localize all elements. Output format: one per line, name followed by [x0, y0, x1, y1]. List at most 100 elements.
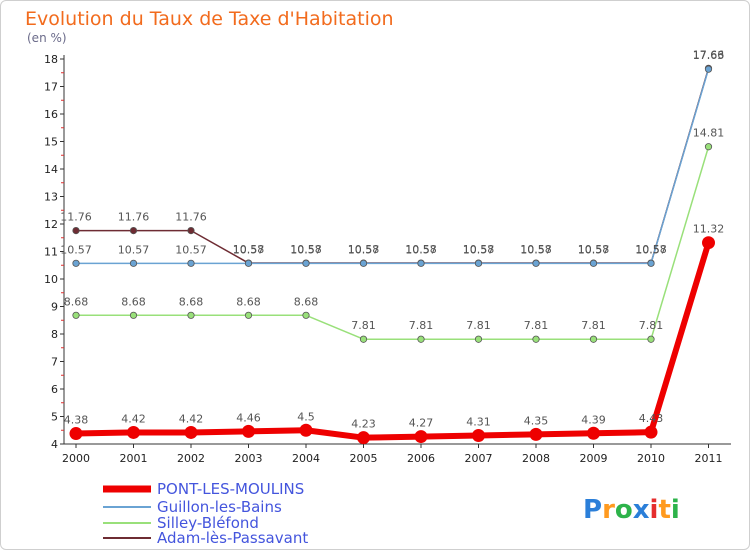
data-label: 10.58	[348, 243, 380, 256]
data-point-silley-blefond	[417, 335, 425, 343]
data-label: 4.27	[409, 417, 434, 430]
data-label: 4.42	[179, 412, 204, 425]
y-tick-label: 16	[44, 108, 58, 121]
x-tick-label: 2010	[637, 452, 665, 465]
x-tick-label: 2003	[235, 452, 263, 465]
data-label: 8.68	[121, 295, 146, 308]
series-layer	[69, 64, 715, 445]
data-point-guillon-les-bains	[532, 259, 540, 267]
data-label: 7.81	[639, 319, 664, 332]
logo-letter: r	[602, 495, 615, 525]
data-label: 10.57	[233, 243, 265, 256]
x-tick-label: 2007	[465, 452, 493, 465]
data-point-pont-les-moulins	[702, 236, 715, 250]
data-label: 11.76	[60, 211, 92, 224]
data-point-pont-les-moulins	[127, 425, 140, 439]
y-tick-label: 12	[44, 218, 58, 231]
x-tick-label: 2011	[695, 452, 723, 465]
proxiti-logo: Proxiti	[583, 495, 680, 525]
data-label: 10.58	[233, 243, 265, 256]
data-label: 8.68	[236, 295, 261, 308]
y-tick-label: 4	[51, 438, 58, 451]
data-label: 7.81	[409, 319, 434, 332]
x-tick-label: 2004	[292, 452, 320, 465]
axes: 4 5 6 7 8 9 10 11 12 13 14 15 16 17 18 2000 2001 2002 2003…	[44, 53, 731, 465]
data-point-pont-les-moulins	[69, 427, 83, 441]
data-label: 11.76	[118, 211, 150, 224]
data-point-guillon-les-bains	[129, 259, 138, 267]
legend: PONT-LES-MOULINSGuillon-les-BainsSilley-…	[103, 480, 308, 547]
series-line-guillon-les-bains	[76, 68, 710, 265]
data-point-silley-blefond	[244, 311, 253, 319]
data-label: 4.31	[466, 415, 491, 428]
y-tick-label: 6	[51, 383, 58, 396]
data-point-guillon-les-bains	[647, 259, 655, 267]
y-tick-label: 7	[51, 356, 58, 369]
data-point-silley-blefond	[589, 335, 598, 343]
data-label: 7.81	[524, 319, 549, 332]
data-label: 10.57	[60, 243, 92, 256]
y-tick-label: 18	[44, 53, 58, 66]
data-point-silley-blefond	[187, 311, 195, 319]
series-line-silley-blefond	[76, 146, 710, 340]
legend-label: Guillon-les-Bains	[157, 498, 282, 516]
data-point-pont-les-moulins	[357, 431, 370, 445]
data-label: 8.68	[294, 295, 319, 308]
data-label: 4.38	[64, 414, 89, 427]
data-point-guillon-les-bains	[474, 259, 483, 267]
data-point-pont-les-moulins	[299, 423, 313, 437]
data-point-guillon-les-bains	[589, 259, 598, 267]
x-tick-label: 2001	[120, 452, 148, 465]
y-tick-label: 10	[44, 273, 58, 286]
x-tick-label: 2000	[62, 452, 90, 465]
logo-text: Proxiti	[583, 495, 680, 525]
data-label: 10.57	[578, 243, 610, 256]
data-label: 10.57	[118, 243, 150, 256]
data-label: 4.39	[581, 413, 606, 426]
x-tick-label: 2008	[522, 452, 550, 465]
legend-label: Silley-Bléfond	[157, 514, 259, 532]
data-label: 17.66	[693, 48, 725, 61]
y-tick-label: 5	[51, 411, 58, 424]
data-label: 10.58	[290, 243, 322, 256]
logo-letter: P	[583, 495, 602, 525]
chart-title: Evolution du Taux de Taxe d'Habitation	[25, 8, 394, 30]
data-point-pont-les-moulins	[529, 427, 543, 441]
y-tick-label: 9	[51, 301, 58, 314]
data-label: 10.58	[520, 243, 552, 256]
data-label: 10.57	[520, 243, 552, 256]
data-label: 14.81	[693, 127, 725, 140]
data-label: 4.5	[297, 410, 315, 423]
data-point-silley-blefond	[302, 311, 310, 319]
logo-letter: i	[650, 495, 659, 525]
data-label: 4.35	[524, 414, 549, 427]
data-label: 4.42	[121, 412, 146, 425]
data-point-pont-les-moulins	[644, 425, 658, 439]
y-tick-label: 13	[44, 191, 58, 204]
data-point-guillon-les-bains	[704, 65, 713, 73]
legend-label: PONT-LES-MOULINS	[157, 480, 304, 498]
x-tick-label: 2002	[177, 452, 205, 465]
data-label: 4.46	[236, 411, 261, 424]
data-label: 4.23	[351, 418, 376, 431]
data-label: 10.58	[463, 243, 495, 256]
data-point-pont-les-moulins	[414, 430, 428, 444]
data-label: 10.58	[635, 243, 667, 256]
chart-unit: (en %)	[27, 31, 67, 45]
series-line-pont-les-moulins	[75, 241, 712, 441]
data-point-silley-blefond	[72, 311, 80, 319]
series-line-adam-les-passavant	[76, 68, 710, 264]
data-label: 11.32	[693, 223, 725, 236]
data-label: 10.57	[175, 243, 207, 256]
y-tick-label: 15	[44, 136, 58, 149]
data-label: 7.81	[351, 319, 376, 332]
data-point-pont-les-moulins	[587, 426, 600, 440]
data-label: 10.57	[405, 243, 437, 256]
data-point-guillon-les-bains	[417, 259, 425, 267]
data-point-pont-les-moulins	[184, 425, 198, 439]
data-label: 10.57	[290, 243, 322, 256]
logo-letter: t	[658, 495, 670, 525]
data-label: 10.57	[635, 243, 667, 256]
